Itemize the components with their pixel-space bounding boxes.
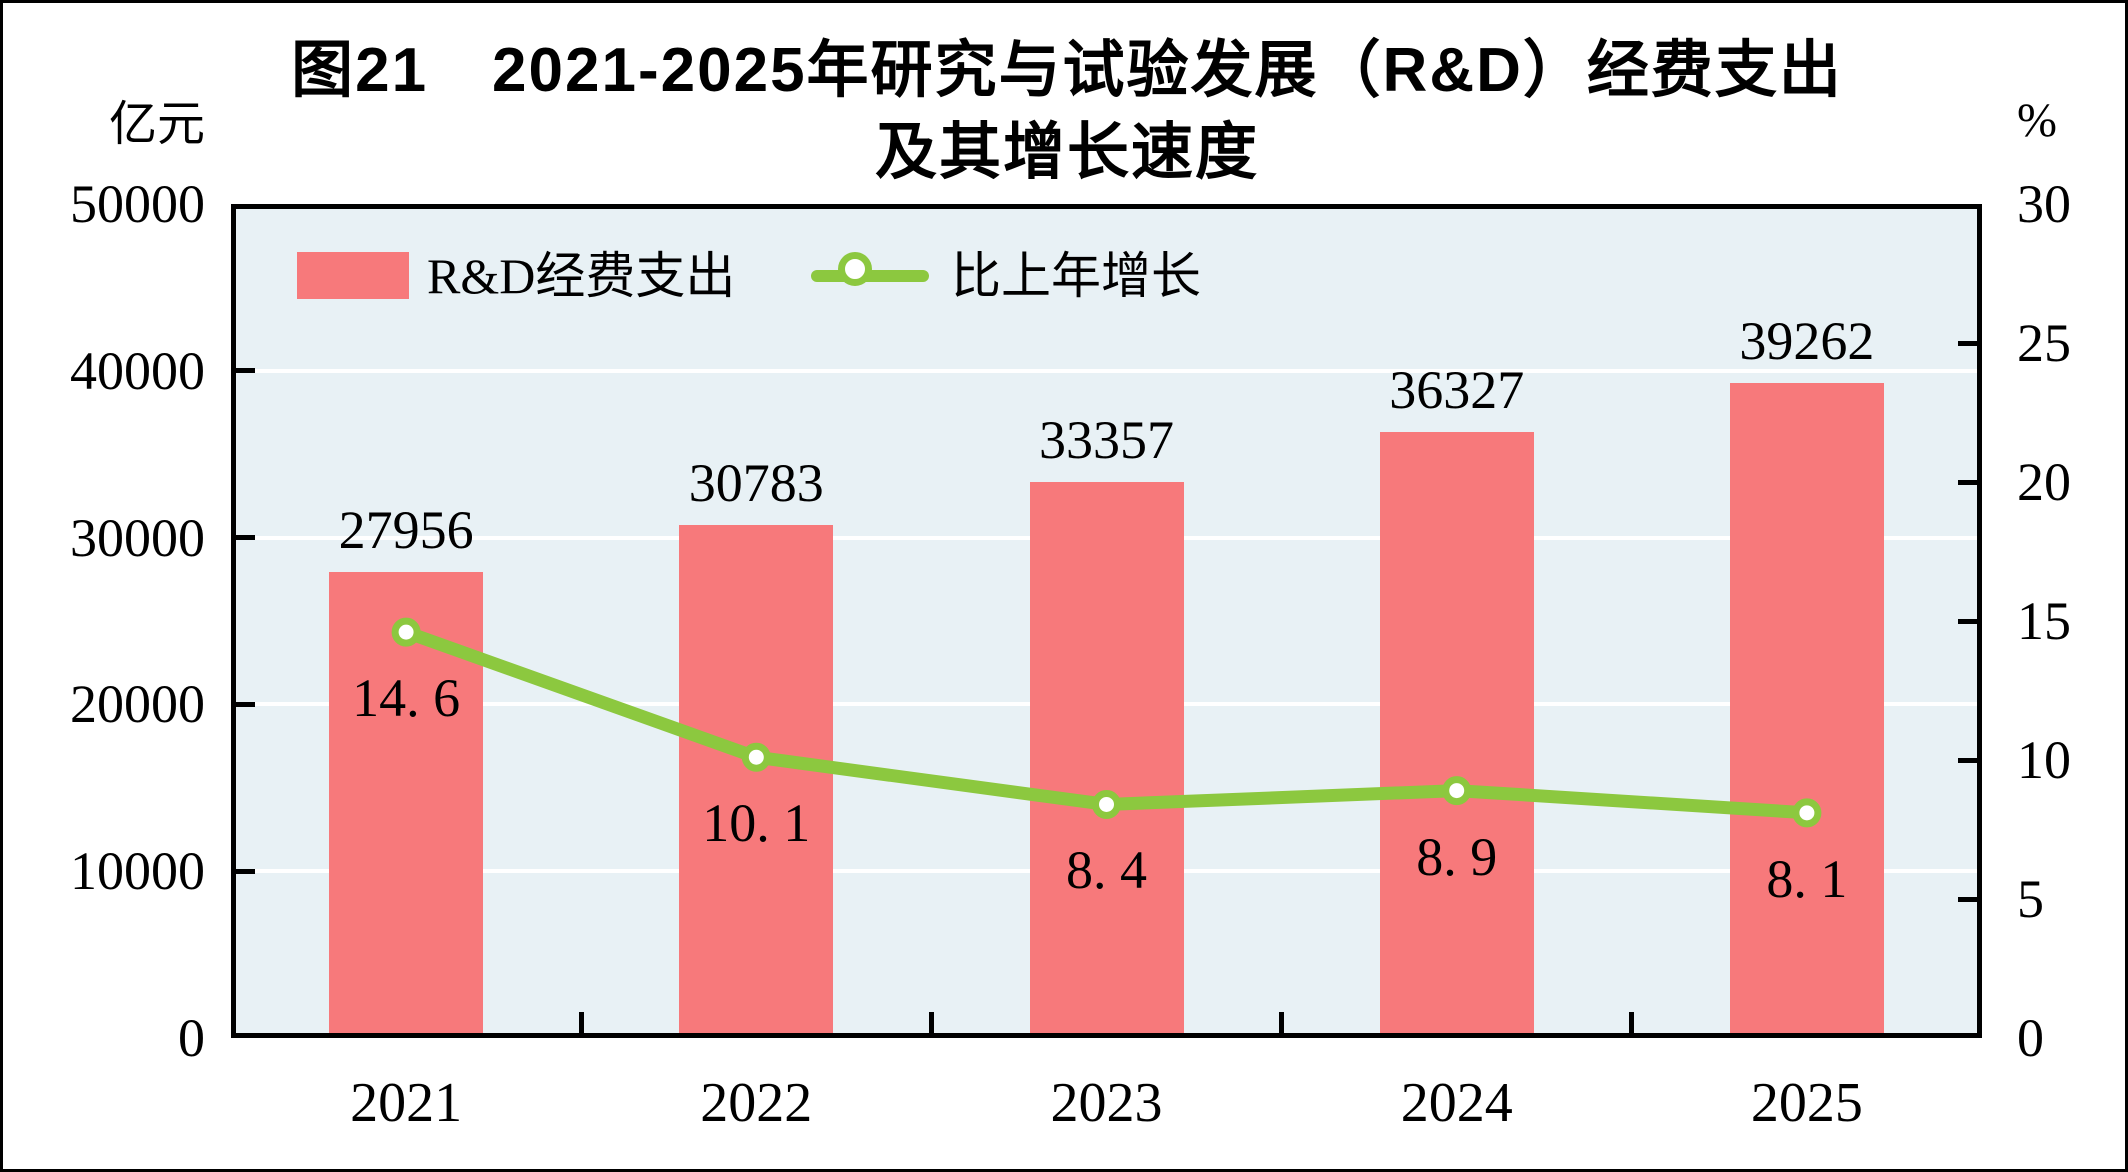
y-tick-label-right: 0 xyxy=(2017,1008,2044,1068)
y-tick-label-right: 20 xyxy=(2017,452,2071,512)
bar xyxy=(1029,481,1184,1038)
x-axis-tick xyxy=(1629,1012,1635,1038)
left-axis-tick xyxy=(231,368,255,374)
y-tick-label-left: 0 xyxy=(178,1008,205,1068)
right-axis-tick xyxy=(1958,479,1982,485)
line-value-label: 8. 1 xyxy=(1766,848,1848,909)
x-axis-label: 2025 xyxy=(1750,1072,1863,1134)
y-tick-label-left: 30000 xyxy=(70,507,205,568)
growth-marker-icon xyxy=(1442,776,1472,806)
bar-value-label: 33357 xyxy=(1039,409,1174,470)
x-axis-label: 2023 xyxy=(1050,1072,1163,1134)
line-value-label: 8. 9 xyxy=(1416,826,1498,887)
y-tick-label-right: 30 xyxy=(2017,174,2071,234)
x-axis-tick xyxy=(928,1012,934,1038)
right-axis-tick xyxy=(1958,618,1982,624)
bar-value-label: 39262 xyxy=(1739,311,1875,372)
y-tick-label-right: 15 xyxy=(2017,591,2071,651)
x-axis-label: 2024 xyxy=(1400,1072,1513,1134)
y-tick-label-left: 40000 xyxy=(70,340,205,401)
bar xyxy=(1379,432,1534,1038)
growth-marker-icon xyxy=(1792,798,1822,828)
chart-title-line1: 图21 2021-2025年研究与试验发展（R&D）经费支出 xyxy=(291,36,1843,105)
x-axis-tick xyxy=(578,1012,584,1038)
legend-bar-swatch-icon xyxy=(297,252,409,299)
line-value-label: 10. 1 xyxy=(702,793,811,854)
legend-label-bar: R&D经费支出 xyxy=(427,248,736,304)
growth-marker-icon xyxy=(1092,789,1121,819)
growth-line-svg xyxy=(391,617,1822,828)
growth-line xyxy=(399,625,1814,820)
y-tick-label-right: 5 xyxy=(2017,869,2044,929)
right-axis-tick xyxy=(1958,757,1982,763)
y-tick-label-right: 10 xyxy=(2017,730,2071,790)
line-value-label: 8. 4 xyxy=(1066,840,1147,901)
bar-value-label: 27956 xyxy=(338,499,474,560)
gridline xyxy=(231,368,1982,373)
right-axis-unit-label: % xyxy=(2017,94,2057,147)
legend-line-marker-icon xyxy=(838,252,872,286)
y-tick-label-left: 10000 xyxy=(70,841,205,902)
left-axis-tick xyxy=(231,868,255,874)
legend-label-line: 比上年增长 xyxy=(951,248,1201,304)
left-axis-tick xyxy=(231,701,255,707)
plot-area: R&D经费支出 比上年增长 27956 30783 33357 36327 39262 1… xyxy=(231,204,1982,1038)
right-axis-tick xyxy=(1958,340,1982,346)
left-axis-tick xyxy=(231,535,255,541)
x-axis-tick xyxy=(1279,1012,1285,1038)
line-value-label: 14. 6 xyxy=(352,668,461,729)
bar-value-label: 30783 xyxy=(688,452,824,513)
y-tick-label-right: 25 xyxy=(2017,313,2071,373)
growth-marker-icon xyxy=(741,742,771,772)
bar xyxy=(679,524,834,1038)
chart-title-line2: 及其增长速度 xyxy=(874,118,1259,187)
left-axis-unit-label: 亿元 xyxy=(108,98,205,151)
x-axis-label: 2022 xyxy=(700,1072,813,1134)
y-tick-label-left: 20000 xyxy=(70,674,205,735)
bar xyxy=(1729,383,1884,1038)
bar-value-label: 36327 xyxy=(1389,360,1525,421)
growth-marker-icon xyxy=(391,617,421,647)
y-tick-label-left: 50000 xyxy=(70,174,205,234)
x-axis-label: 2021 xyxy=(350,1072,463,1134)
right-axis-tick xyxy=(1958,896,1982,902)
